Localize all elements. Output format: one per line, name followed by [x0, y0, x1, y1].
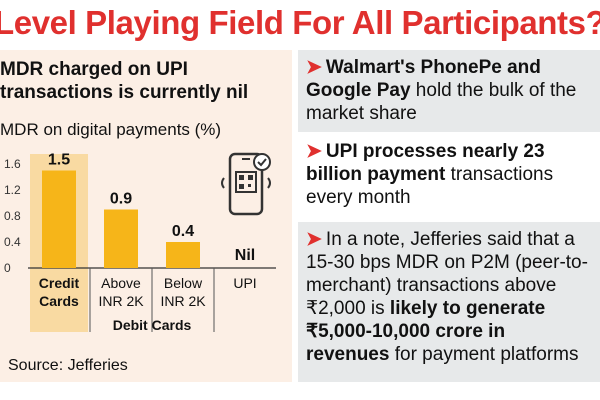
note-1-bold: Walmart's PhonePe and Google Pay: [306, 57, 541, 101]
note-panel-2: ➤ UPI processes nearly 23 billion payment…: [298, 134, 600, 220]
y-tick-label: 1.2: [4, 183, 21, 197]
chart-subtitle: MDR on digital payments (%): [0, 120, 222, 139]
left-heading-line1: MDR charged on UPI: [0, 59, 188, 80]
category-label: Above: [101, 275, 141, 291]
y-tick-label: 0.4: [4, 235, 21, 249]
y-tick-label: 0.8: [4, 209, 21, 223]
bar-chart: 1.6 1.2 0.8 0.4 0 1.5 Credit Cards 0.9 Above INR 2…: [4, 152, 276, 333]
category-label: Below: [164, 275, 203, 291]
category-label: UPI: [233, 275, 256, 291]
left-heading-line2: transactions is currently nil: [0, 82, 249, 103]
note-3-text: In a note, Jefferies said that a 15-30 b…: [306, 229, 588, 319]
qr-phone-icon: [221, 152, 271, 216]
arrow-right-icon: ➤: [306, 229, 322, 250]
note-1-text: hold the bulk of the market share: [306, 80, 577, 124]
headline: Level Playing Field For All Participants…: [0, 4, 600, 41]
right-column: ➤ Walmart's PhonePe and Google Pay hold t…: [298, 50, 600, 382]
data-label: 0.4: [172, 223, 194, 240]
bar: [104, 209, 138, 268]
data-label: 1.5: [48, 152, 70, 169]
category-label: INR 2K: [98, 293, 144, 309]
arrow-right-icon: ➤: [306, 141, 322, 162]
category-label: Cards: [39, 293, 79, 309]
headline-bar: Level Playing Field For All Participants…: [0, 0, 600, 50]
category-label: Credit: [39, 275, 80, 291]
category-label: INR 2K: [160, 293, 206, 309]
note-3-tail: for payment platforms: [389, 344, 579, 365]
note-panel-3: ➤ In a note, Jefferies said that a 15-30 …: [298, 222, 600, 382]
data-label: Nil: [235, 247, 255, 264]
source-note: Source: Jefferies: [8, 357, 128, 374]
data-label: 0.9: [110, 191, 132, 208]
note-panel-1: ➤ Walmart's PhonePe and Google Pay hold t…: [298, 50, 600, 132]
bar: [166, 242, 200, 268]
note-2-text: transactions every month: [306, 164, 554, 208]
y-tick-label: 1.6: [4, 157, 21, 171]
left-heading: MDR charged on UPI transactions is curre…: [0, 58, 290, 104]
group-label: Debit Cards: [113, 317, 192, 333]
y-tick-label: 0: [4, 261, 11, 275]
note-3-bold: likely to generate ₹5,000-10,000 crore i…: [306, 298, 546, 365]
arrow-right-icon: ➤: [306, 57, 322, 78]
bar: [42, 170, 76, 268]
note-2-bold: UPI processes nearly 23 billion payment: [306, 141, 545, 185]
